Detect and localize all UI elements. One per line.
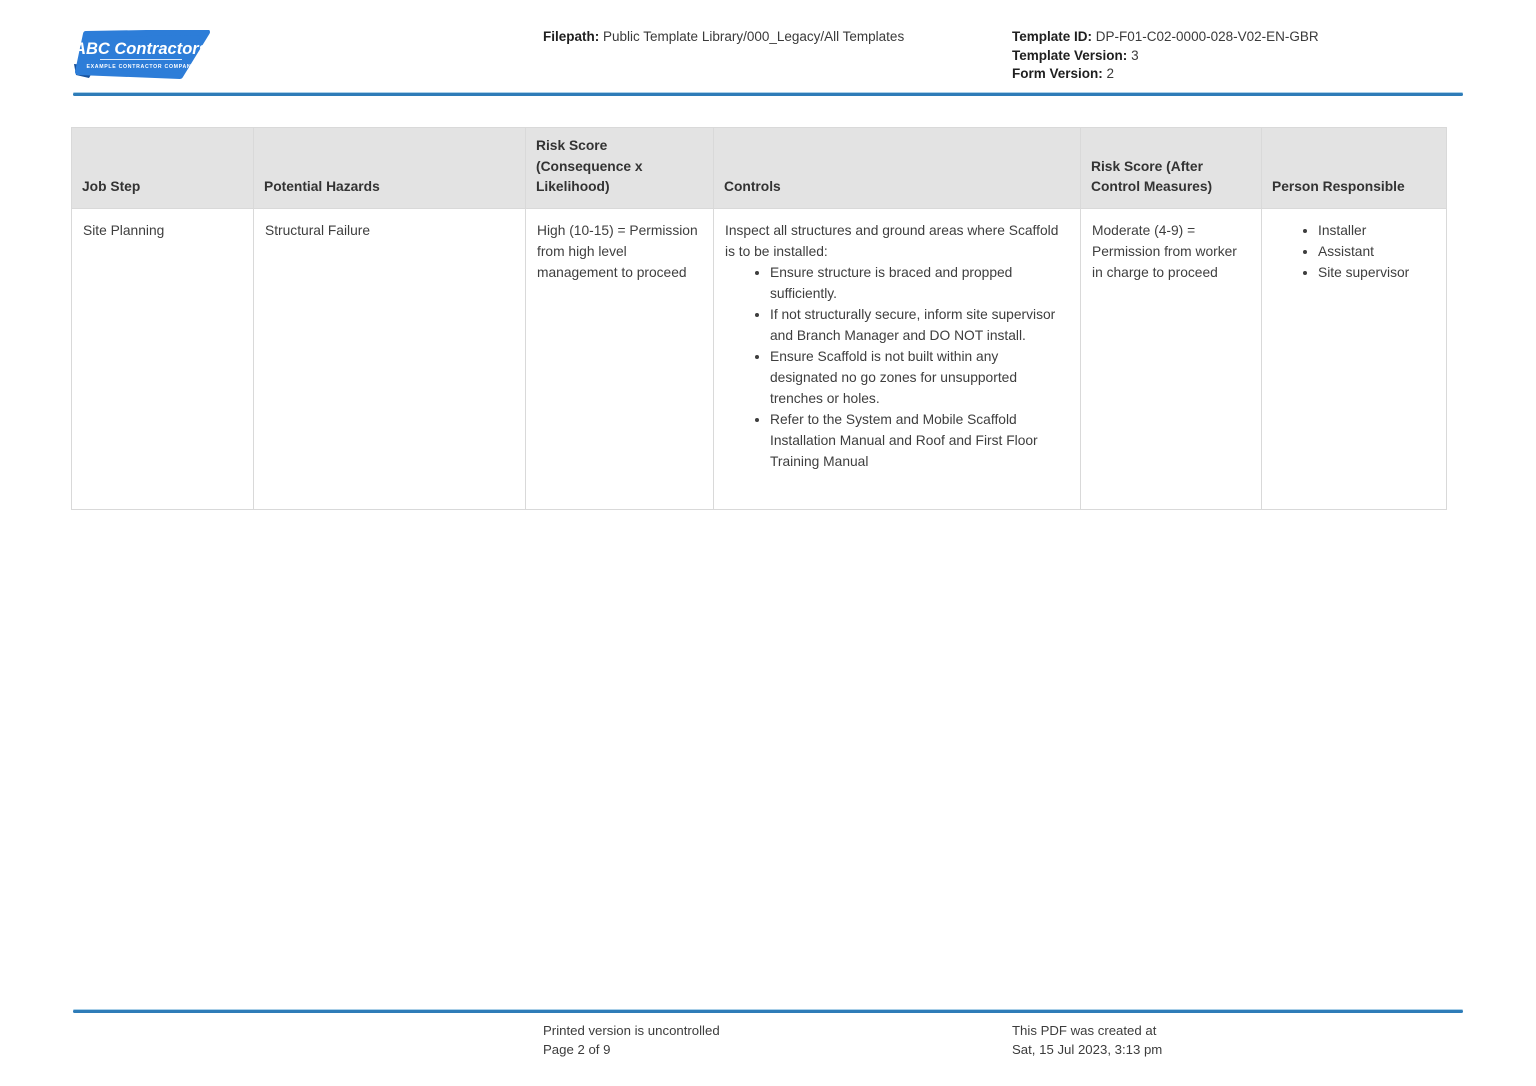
filepath-value: Public Template Library/000_Legacy/All T… [603, 29, 905, 44]
controls-bullet-list: Ensure structure is braced and propped s… [725, 262, 1068, 472]
column-header-controls: Controls [713, 127, 1081, 209]
filepath-meta: Filepath: Public Template Library/000_Le… [543, 28, 904, 47]
footer-right-block: This PDF was created at Sat, 15 Jul 2023… [1012, 1022, 1162, 1059]
cell-risk-score-after: Moderate (4-9) = Permission from worker … [1080, 207, 1262, 510]
list-item: Ensure structure is braced and propped s… [770, 262, 1068, 304]
logo-subtitle: EXAMPLE CONTRACTOR COMPANY [86, 64, 195, 70]
form-version-value: 2 [1106, 66, 1115, 82]
column-header-risk-score-after: Risk Score (After Control Measures) [1080, 127, 1262, 209]
company-logo: ABC Contractors EXAMPLE CONTRACTOR COMPA… [70, 29, 212, 80]
company-logo-graphic: ABC Contractors EXAMPLE CONTRACTOR COMPA… [73, 29, 210, 79]
footer-left-block: Printed version is uncontrolled Page 2 o… [543, 1022, 720, 1059]
template-id-value: DP-F01-C02-0000-028-V02-EN-GBR [1095, 29, 1319, 44]
template-version-value: 3 [1131, 47, 1139, 63]
list-item: Refer to the System and Mobile Scaffold … [770, 409, 1068, 472]
table-header-row: Job Step Potential Hazards Risk Score (C… [71, 127, 1447, 209]
template-id-label: Template ID: [1012, 29, 1093, 44]
list-item: Assistant [1318, 241, 1434, 262]
cell-potential-hazards: Structural Failure [253, 207, 526, 510]
cell-controls: Inspect all structures and ground areas … [713, 207, 1081, 510]
logo-banner-shape [75, 29, 210, 79]
template-version-line: Template Version: 3 [1012, 47, 1319, 66]
column-header-job-step: Job Step [71, 127, 254, 209]
page-number: Page 2 of 9 [543, 1041, 611, 1057]
pdf-created-date: Sat, 15 Jul 2023, 3:13 pm [1012, 1041, 1163, 1057]
header-divider-rule [73, 93, 1463, 96]
list-item: If not structurally secure, inform site … [770, 304, 1068, 346]
list-item: Ensure Scaffold is not built within any … [770, 346, 1068, 409]
template-meta: Template ID: DP-F01-C02-0000-028-V02-EN-… [1012, 28, 1319, 84]
logo-title: ABC Contractors [73, 40, 208, 58]
list-item: Site supervisor [1318, 262, 1434, 283]
cell-risk-score: High (10-15) = Permission from high leve… [525, 207, 714, 510]
form-version-line: Form Version: 2 [1012, 65, 1319, 84]
table-row: Site Planning Structural Failure High (1… [71, 207, 1447, 510]
template-version-label: Template Version: [1012, 47, 1128, 63]
column-header-potential-hazards: Potential Hazards [253, 127, 526, 209]
column-header-person-responsible: Person Responsible [1261, 127, 1447, 209]
printed-version-note: Printed version is uncontrolled [543, 1023, 720, 1038]
person-responsible-list: InstallerAssistantSite supervisor [1273, 220, 1434, 283]
controls-intro-text: Inspect all structures and ground areas … [725, 222, 1059, 259]
template-id-line: Template ID: DP-F01-C02-0000-028-V02-EN-… [1012, 28, 1319, 47]
risk-assessment-table: Job Step Potential Hazards Risk Score (C… [71, 127, 1447, 510]
cell-person-responsible: InstallerAssistantSite supervisor [1261, 207, 1447, 510]
column-header-risk-score: Risk Score (Consequence x Likelihood) [525, 127, 714, 209]
filepath-label: Filepath: [543, 29, 600, 44]
cell-job-step: Site Planning [71, 207, 254, 510]
pdf-created-note: This PDF was created at [1012, 1023, 1157, 1038]
list-item: Installer [1318, 220, 1434, 241]
footer-divider-rule [73, 1010, 1463, 1013]
form-version-label: Form Version: [1012, 66, 1103, 82]
